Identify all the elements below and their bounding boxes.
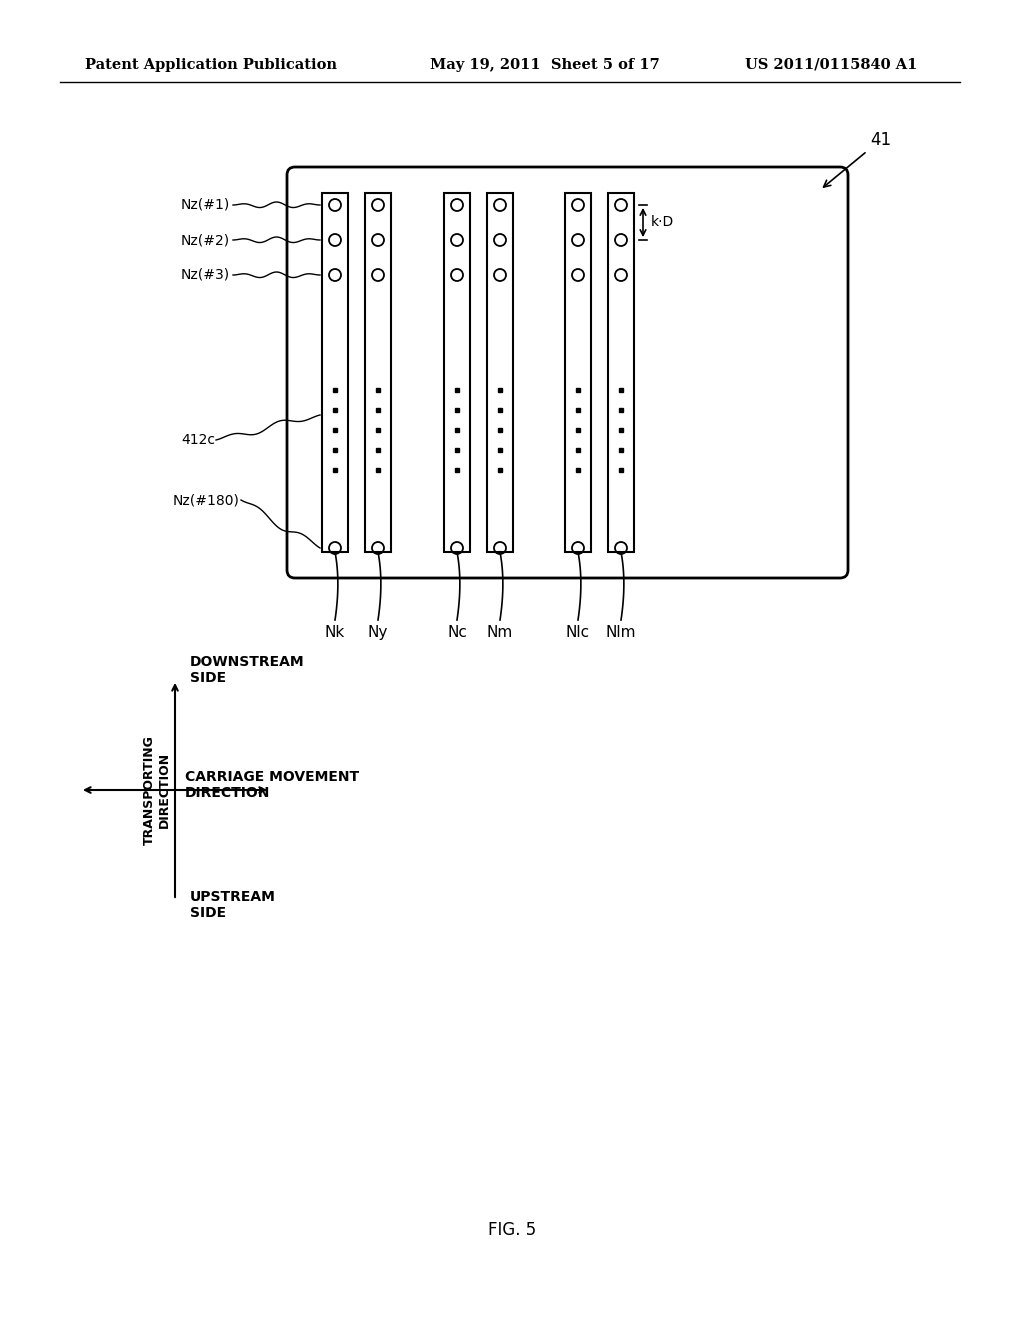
Bar	[487, 193, 513, 552]
Text: May 19, 2011  Sheet 5 of 17: May 19, 2011 Sheet 5 of 17	[430, 58, 659, 73]
Bar	[444, 193, 470, 552]
Bar	[565, 193, 591, 552]
Text: FIG. 5: FIG. 5	[487, 1221, 537, 1239]
Text: Nz(#2): Nz(#2)	[181, 234, 230, 247]
Text: DOWNSTREAM
SIDE: DOWNSTREAM SIDE	[190, 655, 304, 685]
Text: TRANSPORTING
DIRECTION: TRANSPORTING DIRECTION	[143, 735, 171, 845]
Text: UPSTREAM
SIDE: UPSTREAM SIDE	[190, 890, 275, 920]
Text: US 2011/0115840 A1: US 2011/0115840 A1	[745, 58, 918, 73]
Text: Ny: Ny	[368, 624, 388, 640]
Text: Nc: Nc	[447, 624, 467, 640]
Text: 412c: 412c	[181, 433, 215, 447]
Text: Nm: Nm	[486, 624, 513, 640]
Text: Nlm: Nlm	[606, 624, 636, 640]
Bar	[608, 193, 634, 552]
Text: k·D: k·D	[651, 215, 674, 230]
Text: Patent Application Publication: Patent Application Publication	[85, 58, 337, 73]
Text: Nlc: Nlc	[566, 624, 590, 640]
FancyBboxPatch shape	[287, 168, 848, 578]
Bar	[322, 193, 348, 552]
Text: Nz(#3): Nz(#3)	[181, 268, 230, 282]
Text: 41: 41	[823, 131, 891, 187]
Text: Nz(#180): Nz(#180)	[173, 492, 240, 507]
Text: CARRIAGE MOVEMENT
DIRECTION: CARRIAGE MOVEMENT DIRECTION	[185, 770, 359, 800]
Text: Nz(#1): Nz(#1)	[181, 198, 230, 213]
Text: Nk: Nk	[325, 624, 345, 640]
Bar	[365, 193, 391, 552]
